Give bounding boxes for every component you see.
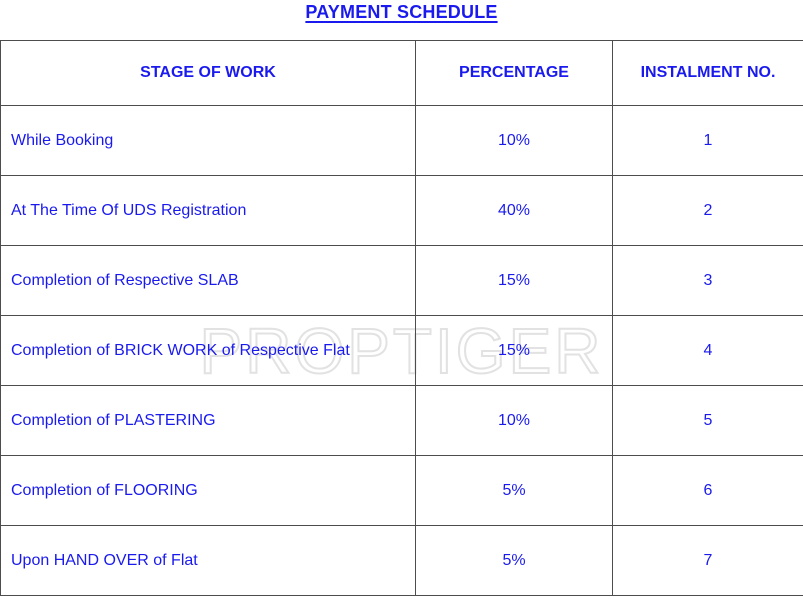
instalment-cell: 7 xyxy=(612,525,803,596)
table-row: While Booking 10% 1 xyxy=(0,105,803,176)
instalment-cell: 6 xyxy=(612,455,803,526)
column-header-percentage: PERCENTAGE xyxy=(415,40,613,106)
table-row: Upon HAND OVER of Flat 5% 7 xyxy=(0,525,803,596)
page-title: PAYMENT SCHEDULE xyxy=(305,2,498,22)
percentage-cell: 10% xyxy=(415,105,613,176)
column-header-stage-of-work: STAGE OF WORK xyxy=(0,40,416,106)
table-row: Completion of PLASTERING 10% 5 xyxy=(0,385,803,456)
stage-cell: While Booking xyxy=(0,105,416,176)
instalment-cell: 1 xyxy=(612,105,803,176)
percentage-cell: 10% xyxy=(415,385,613,456)
payment-schedule-table: STAGE OF WORK PERCENTAGE INSTALMENT NO. … xyxy=(0,40,803,596)
table-row: Completion of BRICK WORK of Respective F… xyxy=(0,315,803,386)
column-header-instalment-no: INSTALMENT NO. xyxy=(612,40,803,106)
table-row: At The Time Of UDS Registration 40% 2 xyxy=(0,175,803,246)
stage-cell: At The Time Of UDS Registration xyxy=(0,175,416,246)
stage-cell: Upon HAND OVER of Flat xyxy=(0,525,416,596)
percentage-cell: 40% xyxy=(415,175,613,246)
instalment-cell: 2 xyxy=(612,175,803,246)
stage-cell: Completion of BRICK WORK of Respective F… xyxy=(0,315,416,386)
percentage-cell: 15% xyxy=(415,245,613,316)
percentage-cell: 15% xyxy=(415,315,613,386)
percentage-cell: 5% xyxy=(415,455,613,526)
stage-cell: Completion of PLASTERING xyxy=(0,385,416,456)
instalment-cell: 3 xyxy=(612,245,803,316)
percentage-cell: 5% xyxy=(415,525,613,596)
instalment-cell: 5 xyxy=(612,385,803,456)
table-row: Completion of FLOORING 5% 6 xyxy=(0,455,803,526)
instalment-cell: 4 xyxy=(612,315,803,386)
table-header-row: STAGE OF WORK PERCENTAGE INSTALMENT NO. xyxy=(0,40,803,106)
stage-cell: Completion of FLOORING xyxy=(0,455,416,526)
stage-cell: Completion of Respective SLAB xyxy=(0,245,416,316)
table-row: Completion of Respective SLAB 15% 3 xyxy=(0,245,803,316)
